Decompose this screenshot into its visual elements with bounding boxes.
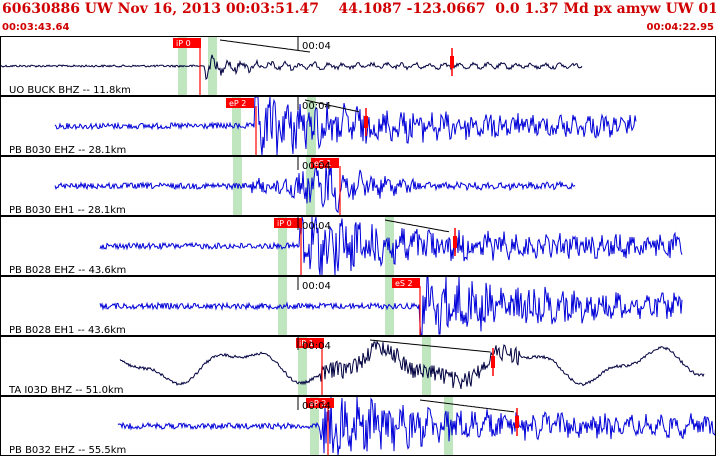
station-label: PB B030 EHZ -- 28.1km bbox=[9, 145, 126, 156]
waveform-trace bbox=[119, 341, 705, 390]
analysis-window-band bbox=[232, 97, 241, 155]
phase-pick-label-box bbox=[311, 158, 339, 168]
coda-marker-box bbox=[491, 356, 495, 368]
coda-envelope-curve bbox=[384, 219, 450, 233]
station-label: PB B030 EH1 -- 28.1km bbox=[9, 205, 126, 216]
trace-row[interactable]: eP 200:04 PB B032 EHZ -- 55.5km bbox=[0, 396, 716, 457]
analysis-window-band bbox=[208, 37, 217, 95]
time-tick-label: 00:04 bbox=[302, 221, 331, 232]
coda-envelope-curve bbox=[369, 339, 491, 353]
coda-envelope-curve bbox=[219, 39, 311, 53]
station-label: TA I03D BHZ -- 51.0km bbox=[8, 385, 124, 396]
phase-pick-label-box bbox=[296, 338, 324, 348]
phase-pick-label-box bbox=[274, 218, 302, 228]
station-label: UO BUCK BHZ -- 11.8km bbox=[9, 85, 131, 96]
station-label: PB B028 EH1 -- 43.6km bbox=[9, 325, 126, 336]
phase-pick-label: iP 0 bbox=[176, 39, 191, 48]
waveform-trace bbox=[54, 96, 637, 156]
phase-pick-label-box bbox=[306, 398, 334, 408]
analysis-window-band bbox=[310, 397, 319, 455]
event-header-title: 60630886 UW Nov 16, 2013 00:03:51.47 44.… bbox=[2, 1, 716, 17]
waveform-trace bbox=[117, 396, 716, 456]
trace-row[interactable]: eP 2 00:04 PB B030 EHZ -- 28.1km bbox=[0, 96, 716, 157]
trace-row[interactable]: iP 100:04 TA I03D BHZ -- 51.0km bbox=[0, 336, 716, 397]
phase-pick-label: eP 2 bbox=[229, 99, 246, 108]
coda-envelope-curve bbox=[419, 399, 515, 413]
window-end-time: 00:04:22.95 bbox=[646, 22, 714, 33]
time-tick-label: 00:04 bbox=[302, 281, 331, 292]
time-tick-label: 00:04 bbox=[302, 101, 331, 112]
phase-pick-label: iP 0 bbox=[277, 219, 292, 228]
coda-marker-box bbox=[450, 56, 454, 68]
analysis-window-band bbox=[385, 277, 394, 335]
time-tick-label: 00:04 bbox=[302, 161, 331, 172]
analysis-window-band bbox=[298, 337, 307, 395]
analysis-window-band bbox=[306, 157, 315, 215]
waveform-trace bbox=[54, 159, 576, 214]
waveform-trace bbox=[99, 216, 683, 276]
coda-marker-box bbox=[364, 116, 368, 128]
waveform-trace bbox=[0, 54, 583, 81]
trace-row[interactable]: iP 0 00:04 PB B028 EHZ -- 43.6km bbox=[0, 216, 716, 277]
station-label: PB B028 EHZ -- 43.6km bbox=[9, 265, 126, 276]
phase-pick-label-box bbox=[392, 278, 420, 288]
time-tick-label: 00:04 bbox=[302, 341, 331, 352]
trace-row[interactable]: eS 100:04 PB B030 EH1 -- 28.1km bbox=[0, 156, 716, 217]
phase-pick-label: eS 1 bbox=[314, 159, 332, 168]
coda-envelope-curve bbox=[304, 99, 360, 113]
coda-marker-box bbox=[515, 416, 519, 428]
analysis-window-band bbox=[422, 337, 431, 395]
phase-pick-label-box bbox=[173, 38, 201, 48]
time-tick-label: 00:04 bbox=[302, 401, 331, 412]
analysis-window-band bbox=[278, 217, 287, 275]
waveform-trace bbox=[99, 276, 683, 336]
analysis-window-band bbox=[278, 277, 287, 335]
station-label: PB B032 EHZ -- 55.5km bbox=[9, 445, 126, 456]
trace-row[interactable]: eS 2 00:04 PB B028 EH1 -- 43.6km bbox=[0, 276, 716, 337]
time-tick-label: 00:04 bbox=[302, 41, 331, 52]
window-start-time: 00:03:43.64 bbox=[2, 22, 70, 33]
coda-marker-box bbox=[453, 236, 457, 248]
phase-pick-label-box bbox=[226, 98, 254, 108]
trace-row[interactable]: iP 0 00:04 UO BUCK BHZ -- 11.8km bbox=[0, 36, 716, 97]
phase-pick-label: eP 2 bbox=[309, 399, 326, 408]
phase-pick-label: iP 1 bbox=[299, 339, 314, 348]
phase-pick-label: eS 2 bbox=[395, 279, 413, 288]
